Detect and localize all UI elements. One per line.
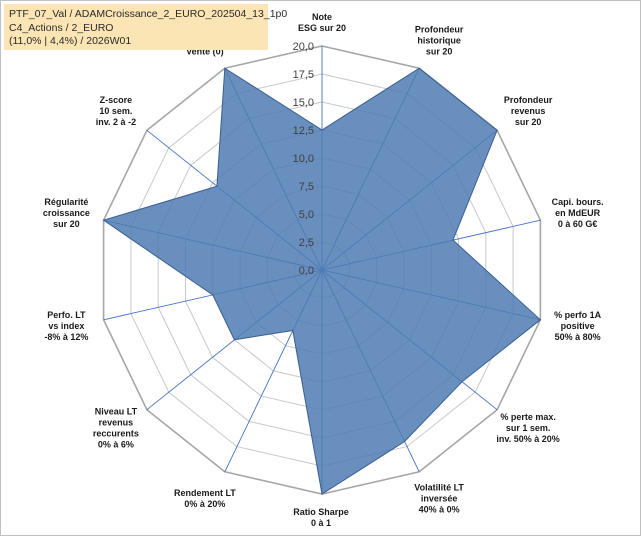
category-label-line: Ratio Sharpe [293, 507, 349, 517]
category-label-line: inv. 2 à -2 [96, 117, 136, 127]
category-label-line: ESG sur 20 [298, 23, 346, 33]
category-label-line: positive [561, 321, 595, 331]
category-label-line: sur 20 [53, 219, 80, 229]
portfolio-stats: (11,0% | 4,4%) / 2026W01 [9, 35, 132, 47]
tick-label: 5,0 [299, 209, 314, 221]
category-label-line: croissance [43, 208, 90, 218]
category-label-line: 40% à 0% [419, 504, 460, 514]
category-label-line: reccurents [93, 428, 139, 438]
category-label: Z-score 10 sem. inv. 2 à -2 [96, 95, 136, 127]
tick-label: 10,0 [293, 153, 314, 165]
category-label-line: Rendement LT [174, 488, 236, 498]
category-label: Volatilité LT inversée 40% à 0% [414, 482, 464, 514]
tick-label: 0,0 [299, 265, 314, 277]
category-label-line: 10 sem. [99, 106, 132, 116]
category-label: Capi. bours. en MdEUR 0 à 60 G€ [552, 197, 604, 229]
category-label-line: % perte max. [500, 412, 556, 422]
category-label-line: inversée [421, 493, 458, 503]
category-label-line: Capi. bours. [552, 197, 604, 207]
tick-label: 15,0 [293, 97, 314, 109]
category-label-line: revenus [511, 106, 546, 116]
category-label: Niveau LT revenus reccurents 0% à 6% [93, 406, 139, 449]
category-label-line: Volatilité LT [414, 482, 464, 492]
category-label-line: -8% à 12% [44, 332, 88, 342]
category-label: Régularité croissance sur 20 [43, 197, 90, 229]
category-label: Ratio Sharpe 0 à 1 [293, 507, 349, 528]
portfolio-name: PTF_07_Val / ADAMCroissance_2_EURO_20250… [9, 8, 288, 20]
category-label-line: Profondeur [415, 25, 464, 35]
category-label-line: sur 20 [426, 47, 453, 57]
category-label: Profondeur revenus sur 20 [504, 95, 553, 127]
category-label-line: inv. 50% à 20% [496, 434, 559, 444]
tick-label: 20,0 [293, 41, 314, 53]
portfolio-info-box: PTF_07_Val / ADAMCroissance_2_EURO_20250… [4, 4, 288, 50]
tick-label: 12,5 [293, 125, 314, 137]
category-label-line: Profondeur [504, 95, 553, 105]
category-label-line: Note [312, 12, 332, 22]
category-label: Rendement LT 0% à 20% [174, 488, 236, 509]
radar-tick-labels: 0,0 2,5 5,0 7,5 10,0 12,5 15,0 17,5 20,0 [293, 41, 314, 277]
radar-series [102, 67, 542, 495]
tick-label: 2,5 [299, 237, 314, 249]
asset-class: C4_Actions / 2_EURO [9, 21, 114, 34]
category-label-line: 0 à 60 G€ [558, 219, 598, 229]
category-label-line: 0% à 6% [98, 439, 134, 449]
category-label-line: revenus [99, 417, 134, 427]
category-label: Profondeur historique sur 20 [415, 25, 464, 57]
category-label: % perfo 1A positive 50% à 80% [554, 310, 602, 342]
category-label-line: historique [417, 36, 461, 46]
category-label-line: Z-score [100, 95, 133, 105]
category-label-line: Vente (0) [186, 47, 224, 57]
category-label-line: vs index [48, 321, 84, 331]
category-label-line: Perfo. LT [47, 310, 86, 320]
category-label-line: % perfo 1A [554, 310, 602, 320]
radar-category-labels: Note ESG sur 20 Profondeur historique sur 20… [43, 12, 604, 528]
category-label: Note ESG sur 20 [298, 12, 346, 33]
category-label-line: sur 20 [515, 117, 542, 127]
radar-series-area [102, 67, 542, 495]
category-label-line: 0% à 20% [184, 499, 225, 509]
tick-label: 7,5 [299, 181, 314, 193]
tick-label: 17,5 [293, 69, 314, 81]
category-label-line: Niveau LT [95, 406, 138, 416]
category-label-line: Régularité [44, 197, 88, 207]
category-label-line: en MdEUR [555, 208, 601, 218]
category-label-line: sur 1 sem. [506, 423, 551, 433]
category-label: % perte max. sur 1 sem. inv. 50% à 20% [496, 412, 559, 444]
category-label-line: 0 à 1 [311, 518, 331, 528]
category-label: Perfo. LT vs index -8% à 12% [44, 310, 88, 342]
category-label-line: 50% à 80% [555, 332, 601, 342]
